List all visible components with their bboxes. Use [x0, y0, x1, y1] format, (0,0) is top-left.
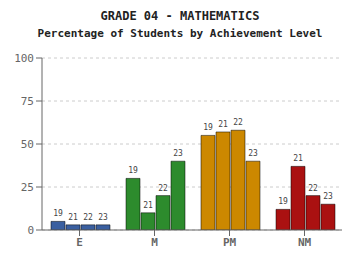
svg-text:100: 100: [14, 52, 34, 65]
svg-text:21: 21: [68, 213, 78, 222]
svg-text:23: 23: [323, 192, 333, 201]
svg-text:21: 21: [218, 120, 228, 129]
html-text:GRADE 04 - MATHEMATICS: GRADE 04 - MATHEMATICS: [100, 9, 260, 23]
svg-text:75: 75: [21, 95, 34, 108]
svg-text:21: 21: [293, 154, 303, 163]
svg-text:22: 22: [308, 184, 318, 193]
svg-text:19: 19: [128, 166, 138, 175]
svg-text:NM: NM: [298, 236, 312, 249]
svg-text:21: 21: [143, 201, 153, 210]
svg-text:PM: PM: [223, 236, 237, 249]
svg-text:25: 25: [21, 181, 34, 194]
svg-text:19: 19: [203, 123, 213, 132]
svg-text:19: 19: [53, 209, 63, 218]
svg-text:50: 50: [21, 138, 34, 151]
svg-text:22: 22: [233, 118, 243, 127]
svg-text:M: M: [151, 236, 158, 249]
svg-text:23: 23: [173, 149, 183, 158]
svg-text:0: 0: [27, 224, 34, 237]
svg-text:23: 23: [98, 213, 108, 222]
svg-text:23: 23: [248, 149, 258, 158]
svg-text:19: 19: [278, 197, 288, 206]
svg-text:E: E: [76, 236, 83, 249]
svg-text:22: 22: [83, 213, 93, 222]
html-text:Percentage of Students by Achi: Percentage of Students by Achievement Le…: [37, 27, 323, 40]
svg-text:22: 22: [158, 184, 168, 193]
